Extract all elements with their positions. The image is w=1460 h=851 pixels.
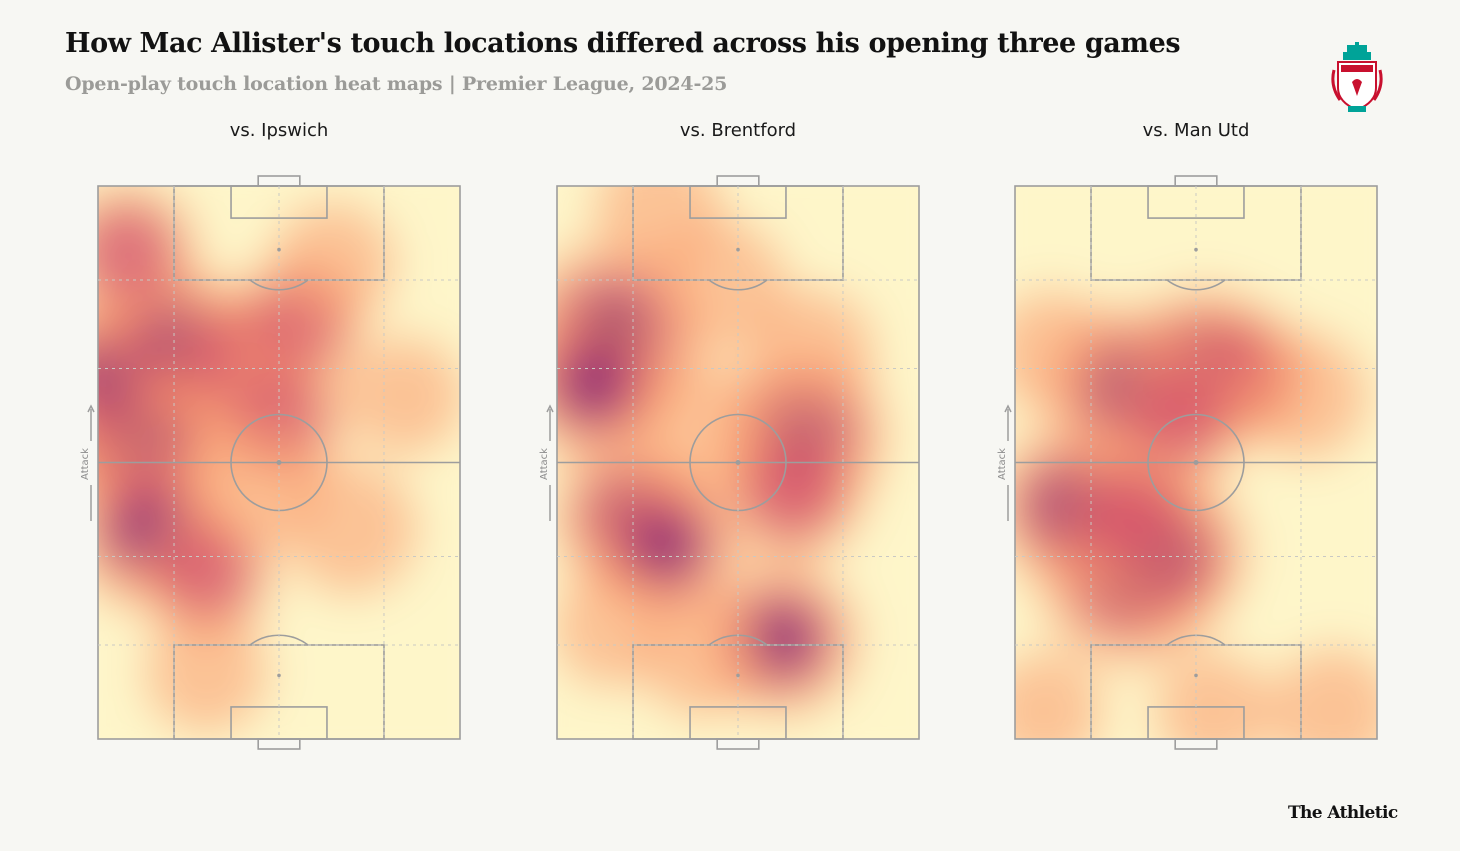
- goal-bottom: [1174, 738, 1218, 750]
- heat-spot: [1015, 289, 1114, 415]
- penalty-spot-bottom: [736, 673, 740, 678]
- liverpool-crest-logo: [1331, 42, 1383, 112]
- chart-title: How Mac Allister's touch locations diffe…: [65, 28, 1181, 59]
- heat-spot: [634, 362, 770, 497]
- attack-arrow-icon: Attack: [997, 404, 1012, 521]
- heat-spot: [1268, 646, 1377, 739]
- heatmap-brentford: [556, 175, 920, 750]
- goal-top: [257, 175, 301, 187]
- goal-top: [716, 175, 760, 187]
- penalty-spot-top: [736, 247, 740, 252]
- heat-spot: [196, 419, 326, 550]
- heat-spot: [1239, 331, 1370, 461]
- panel-title-brentford: vs. Brentford: [679, 120, 797, 141]
- attack-label: Attack: [539, 448, 550, 480]
- heat-spot: [748, 606, 815, 673]
- penalty-spot-bottom: [277, 673, 281, 678]
- attack-arrow-icon: Attack: [539, 404, 554, 521]
- heat-spot: [557, 568, 672, 689]
- heatmap-man-utd: [1014, 175, 1378, 750]
- penalty-spot-bottom: [1194, 673, 1198, 678]
- attack-label: Attack: [80, 448, 91, 480]
- centre-spot: [1193, 460, 1199, 465]
- heat-spot: [633, 513, 698, 578]
- heat-spot: [159, 526, 254, 621]
- heat-spot: [1015, 651, 1104, 739]
- heat-spot: [345, 336, 460, 457]
- heat-layer: [98, 186, 460, 739]
- panel-title-man-utd: vs. Man Utd: [1142, 120, 1250, 141]
- penalty-arc-top: [1166, 279, 1226, 291]
- heat-spot: [1154, 651, 1275, 739]
- chart-subtitle: Open-play touch location heat maps | Pre…: [65, 73, 728, 95]
- heat-spot: [1080, 467, 1182, 569]
- centre-spot: [276, 460, 282, 465]
- heat-spot: [98, 203, 176, 301]
- heat-spot: [560, 352, 626, 418]
- heat-spot: [593, 186, 724, 273]
- heatmap-ipswich: [97, 175, 461, 750]
- panel-title-ipswich: vs. Ipswich: [229, 120, 329, 141]
- heat-spot: [144, 610, 270, 735]
- goal-bottom: [257, 738, 301, 750]
- attack-label: Attack: [997, 448, 1008, 480]
- goal-top: [1174, 175, 1218, 187]
- goal-bottom: [716, 738, 760, 750]
- penalty-arc-top: [708, 279, 768, 291]
- centre-spot: [735, 460, 741, 465]
- penalty-spot-top: [1194, 247, 1198, 252]
- heat-spot: [741, 439, 843, 541]
- attack-arrow-icon: Attack: [80, 404, 95, 521]
- penalty-arc-top: [249, 279, 309, 291]
- the-athletic-logo: The Athletic: [1288, 803, 1398, 823]
- penalty-spot-top: [277, 247, 281, 252]
- heat-spot: [745, 287, 876, 417]
- heat-spot: [270, 201, 396, 326]
- heat-layer: [557, 186, 919, 739]
